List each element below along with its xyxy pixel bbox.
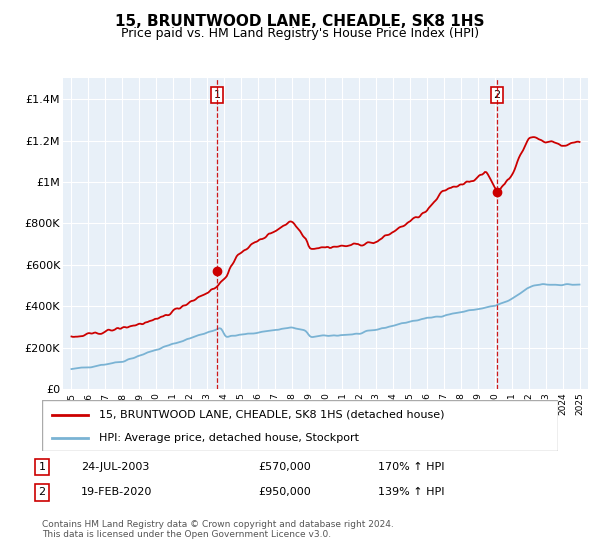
Text: Price paid vs. HM Land Registry's House Price Index (HPI): Price paid vs. HM Land Registry's House … [121, 27, 479, 40]
Text: 2: 2 [493, 90, 500, 100]
FancyBboxPatch shape [42, 400, 558, 451]
Text: £570,000: £570,000 [258, 462, 311, 472]
Text: 15, BRUNTWOOD LANE, CHEADLE, SK8 1HS (detached house): 15, BRUNTWOOD LANE, CHEADLE, SK8 1HS (de… [99, 409, 444, 419]
Text: 15, BRUNTWOOD LANE, CHEADLE, SK8 1HS: 15, BRUNTWOOD LANE, CHEADLE, SK8 1HS [115, 14, 485, 29]
Text: 170% ↑ HPI: 170% ↑ HPI [378, 462, 445, 472]
Text: 1: 1 [38, 462, 46, 472]
Text: 139% ↑ HPI: 139% ↑ HPI [378, 487, 445, 497]
Text: 2: 2 [38, 487, 46, 497]
Text: £950,000: £950,000 [258, 487, 311, 497]
Text: 19-FEB-2020: 19-FEB-2020 [81, 487, 152, 497]
Text: 24-JUL-2003: 24-JUL-2003 [81, 462, 149, 472]
Text: 1: 1 [214, 90, 220, 100]
Text: HPI: Average price, detached house, Stockport: HPI: Average price, detached house, Stoc… [99, 433, 359, 443]
Text: Contains HM Land Registry data © Crown copyright and database right 2024.
This d: Contains HM Land Registry data © Crown c… [42, 520, 394, 539]
